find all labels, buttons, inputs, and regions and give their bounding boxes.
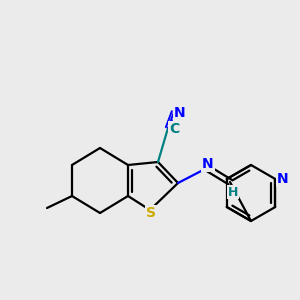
Text: N: N — [276, 172, 288, 186]
Text: N: N — [174, 106, 186, 120]
Text: N: N — [202, 157, 214, 171]
Text: S: S — [146, 206, 156, 220]
Text: C: C — [169, 122, 179, 136]
Text: H: H — [228, 185, 238, 199]
